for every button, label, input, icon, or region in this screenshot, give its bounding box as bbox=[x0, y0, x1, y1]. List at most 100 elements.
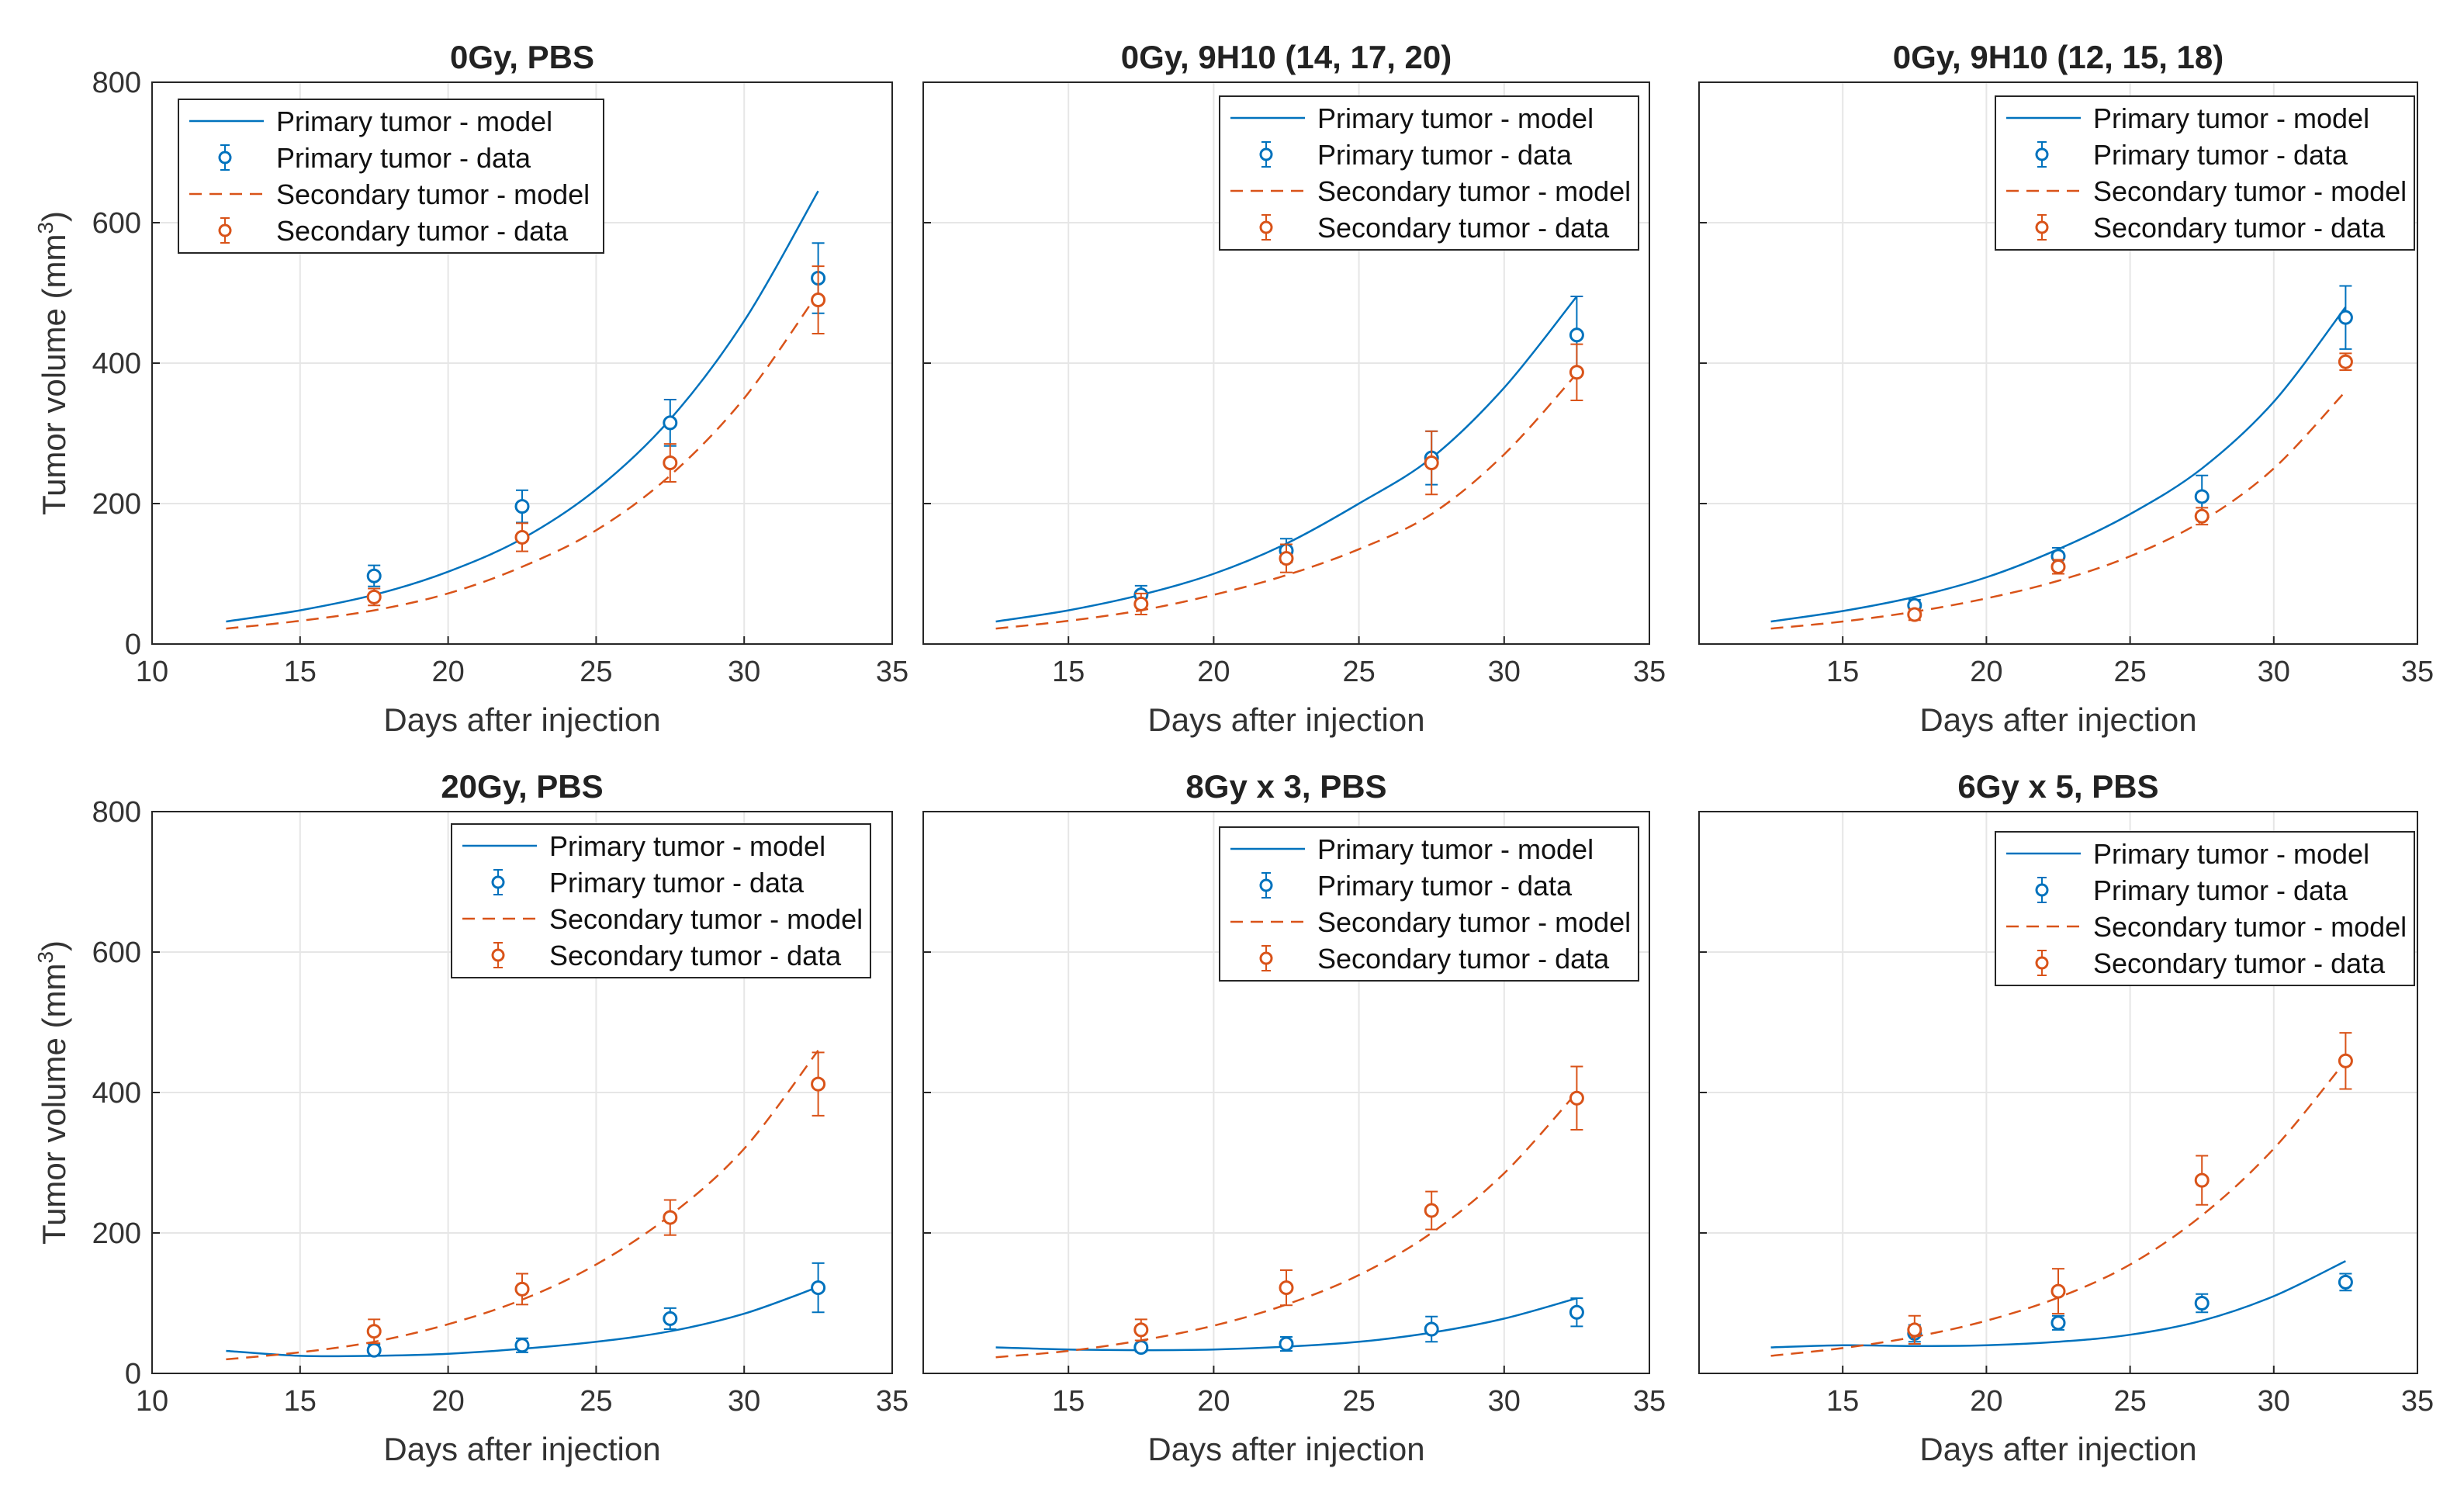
legend-label: Primary tumor - model bbox=[2093, 102, 2369, 134]
legend-label: Secondary tumor - data bbox=[1317, 212, 1610, 244]
legend-item: Secondary tumor - data bbox=[2035, 212, 2386, 244]
legend-label: Secondary tumor - model bbox=[276, 178, 590, 210]
legend-label: Primary tumor - data bbox=[549, 867, 805, 899]
x-tick-label: 30 bbox=[728, 656, 760, 688]
chart-panel-6: 15 20 25 30 35 6Gy x 5, PBS Days after injecti… bbox=[1698, 768, 2434, 1467]
x-axis-label: Days after injection bbox=[1147, 701, 1424, 738]
data-marker bbox=[663, 1210, 678, 1225]
legend-marker-swatch bbox=[218, 151, 232, 164]
data-marker bbox=[1133, 1340, 1149, 1356]
series-line-primary-model bbox=[995, 296, 1578, 623]
series-line-secondary-model bbox=[1770, 1060, 2347, 1357]
series-line-secondary-model bbox=[226, 292, 819, 630]
chart-panel-5: 15 20 25 30 35 8Gy x 3, PBS Days after injecti… bbox=[922, 768, 1666, 1467]
x-tick-label: 30 bbox=[1488, 656, 1521, 688]
y-tick-label: 0 bbox=[125, 1358, 141, 1390]
legend: Primary tumor - model Primary tumor - dat… bbox=[178, 99, 604, 254]
x-tick-label: 15 bbox=[1052, 1385, 1085, 1418]
x-tick-label: 20 bbox=[431, 1385, 464, 1418]
legend-item: Primary tumor - data bbox=[491, 867, 805, 899]
legend-label: Secondary tumor - data bbox=[2093, 947, 2386, 979]
x-tick-label: 10 bbox=[136, 656, 168, 688]
data-marker bbox=[2338, 1274, 2353, 1290]
y-axis-label: Tumor volume (mm3) bbox=[33, 940, 72, 1245]
legend-item: Primary tumor - data bbox=[218, 142, 531, 174]
legend-label: Secondary tumor - model bbox=[2093, 175, 2407, 207]
legend-marker-swatch bbox=[2035, 147, 2049, 161]
x-tick-label: 35 bbox=[2401, 656, 2434, 688]
data-point-secondary bbox=[1133, 592, 1149, 615]
y-axis-label-main: Tumor volume (mm bbox=[36, 234, 72, 515]
data-point-secondary bbox=[366, 587, 382, 607]
y-tick-label: 400 bbox=[92, 1077, 141, 1110]
data-point-secondary bbox=[1569, 343, 1584, 401]
y-tick-label: 400 bbox=[92, 348, 141, 380]
data-marker bbox=[2050, 559, 2066, 574]
legend-label: Primary tumor - model bbox=[2093, 838, 2369, 870]
x-tick-label: 25 bbox=[2113, 1385, 2146, 1418]
data-point-secondary bbox=[663, 1199, 678, 1236]
y-tick-label: 200 bbox=[92, 488, 141, 521]
legend-item: Primary tumor - model bbox=[2006, 838, 2369, 870]
data-point-secondary bbox=[2194, 1155, 2210, 1206]
data-marker bbox=[366, 568, 382, 583]
data-point-primary bbox=[663, 1307, 678, 1330]
data-marker bbox=[2194, 1296, 2210, 1311]
x-tick-label: 15 bbox=[1826, 1385, 1859, 1418]
legend: Primary tumor - model Primary tumor - dat… bbox=[1995, 831, 2415, 986]
data-point-secondary bbox=[1907, 1314, 1922, 1345]
data-marker bbox=[2050, 1283, 2066, 1299]
data-point-secondary bbox=[514, 1273, 530, 1306]
data-marker bbox=[1907, 1322, 1922, 1338]
x-axis-label: Days after injection bbox=[1919, 701, 2196, 738]
data-point-primary bbox=[663, 399, 678, 447]
legend-label: Primary tumor - model bbox=[1317, 833, 1594, 865]
y-tick-label: 600 bbox=[92, 207, 141, 240]
x-tick-label: 35 bbox=[876, 656, 908, 688]
data-marker bbox=[2050, 1315, 2066, 1331]
x-tick-label: 20 bbox=[431, 656, 464, 688]
legend-label: Primary tumor - data bbox=[1317, 870, 1573, 902]
legend-item: Primary tumor - model bbox=[189, 106, 552, 137]
x-tick-label: 35 bbox=[876, 1385, 908, 1418]
legend-item: Primary tumor - model bbox=[2006, 102, 2369, 134]
data-point-primary bbox=[1279, 1335, 1294, 1352]
legend-label: Primary tumor - model bbox=[1317, 102, 1594, 134]
legend-marker-swatch bbox=[2035, 883, 2049, 897]
x-tick-label: 10 bbox=[136, 1385, 168, 1418]
legend-box bbox=[1995, 831, 2415, 986]
data-point-secondary bbox=[1424, 1190, 1439, 1231]
y-axis-label: Tumor volume (mm3) bbox=[33, 211, 72, 515]
x-tick-label: 25 bbox=[580, 1385, 612, 1418]
data-point-secondary bbox=[2050, 559, 2066, 575]
chart-title: 20Gy, PBS bbox=[441, 768, 603, 805]
data-point-secondary bbox=[2050, 1268, 2066, 1315]
legend-box bbox=[1219, 826, 1639, 982]
data-point-secondary bbox=[811, 265, 826, 334]
data-marker bbox=[1133, 1322, 1149, 1338]
legend-item: Primary tumor - data bbox=[1259, 139, 1573, 171]
legend-label: Primary tumor - data bbox=[276, 142, 531, 174]
legend-label: Secondary tumor - model bbox=[2093, 911, 2407, 943]
legend-label: Primary tumor - data bbox=[2093, 139, 2348, 171]
chart-panel-1: 10 15 20 25 30 35 0 200 400 600 800 0Gy, PBS Days af… bbox=[33, 39, 908, 738]
x-tick-label: 30 bbox=[2258, 1385, 2290, 1418]
x-tick-label: 15 bbox=[284, 1385, 317, 1418]
data-point-secondary bbox=[1133, 1318, 1149, 1342]
x-tick-label: 20 bbox=[1197, 656, 1230, 688]
data-marker bbox=[1424, 1321, 1439, 1337]
chart-panel-2: 15 20 25 30 35 0Gy, 9H10 (14, 17, 20) Days aft… bbox=[922, 39, 1666, 738]
y-axis-label-superscript: 3 bbox=[33, 951, 57, 964]
data-marker bbox=[811, 293, 826, 308]
legend: Primary tumor - model Primary tumor - dat… bbox=[1219, 826, 1639, 982]
data-point-secondary bbox=[514, 522, 530, 552]
data-marker bbox=[1279, 1280, 1294, 1296]
y-axis-label-superscript: 3 bbox=[33, 222, 57, 234]
legend-marker-swatch bbox=[491, 875, 505, 889]
y-tick-label: 200 bbox=[92, 1217, 141, 1250]
legend-label: Primary tumor - data bbox=[2093, 874, 2348, 906]
data-marker bbox=[1569, 1090, 1584, 1106]
chart-title: 0Gy, 9H10 (12, 15, 18) bbox=[1893, 39, 2223, 75]
x-tick-label: 25 bbox=[1342, 1385, 1375, 1418]
chart-panel-4: 10 15 20 25 30 35 0 200 400 600 800 20Gy, PBS Days a… bbox=[33, 768, 908, 1467]
